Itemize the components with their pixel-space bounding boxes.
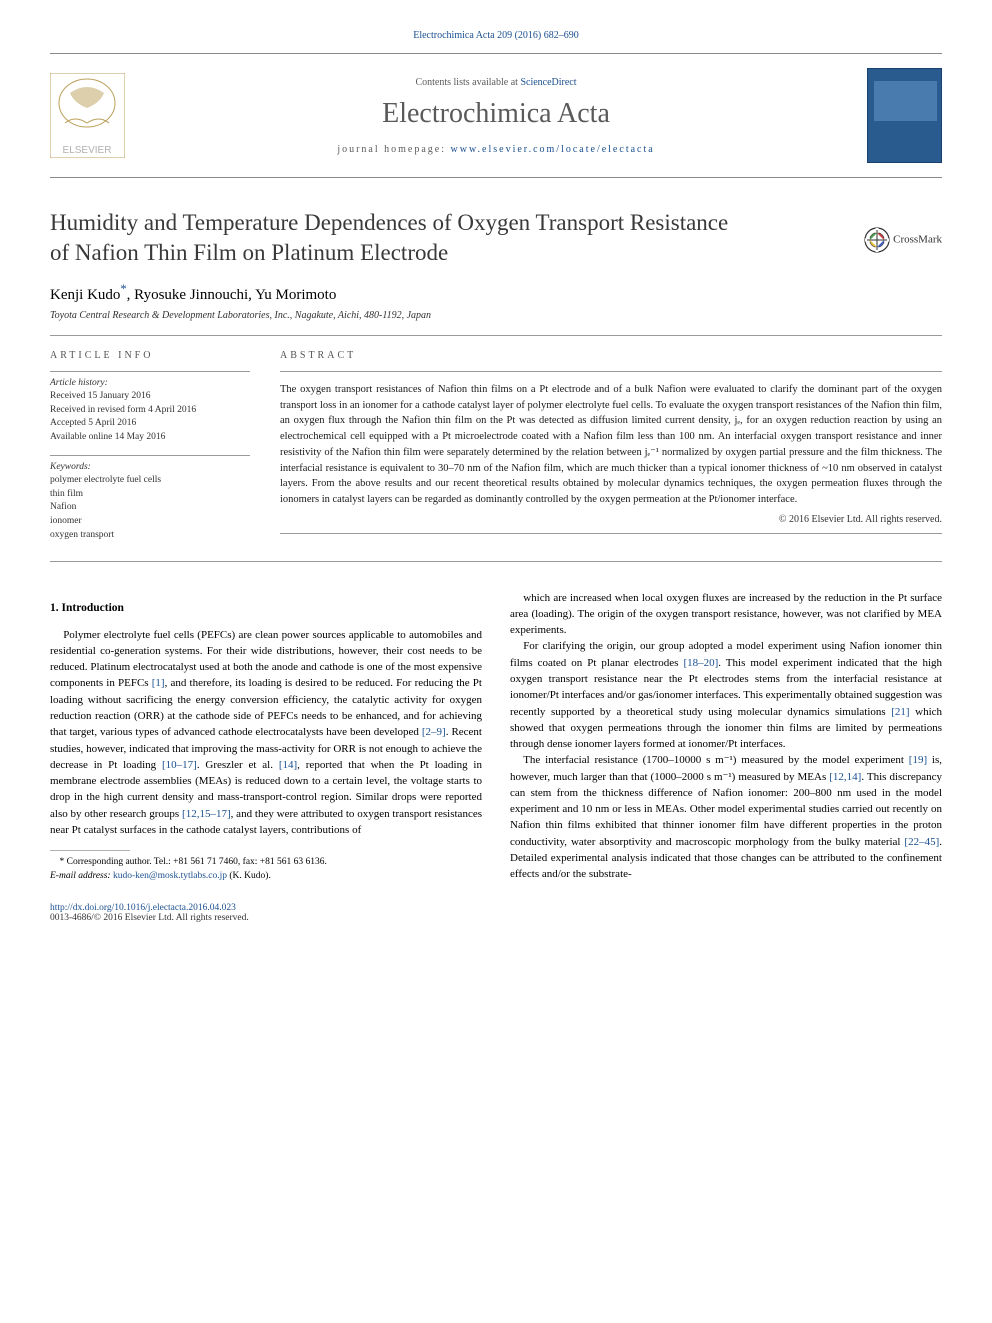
keywords-heading: Keywords: xyxy=(50,462,250,472)
article-info-column: ARTICLE INFO Article history: Received 1… xyxy=(50,350,250,543)
journal-cover-thumbnail xyxy=(867,68,942,163)
journal-title: Electrochimica Acta xyxy=(125,98,867,130)
journal-header: ELSEVIER Contents lists available at Sci… xyxy=(50,53,942,178)
divider xyxy=(280,533,942,534)
corresponding-footnote: * Corresponding author. Tel.: +81 561 71… xyxy=(50,855,482,883)
body-paragraph: The interfacial resistance (1700–10000 s… xyxy=(510,752,942,882)
homepage-prefix: journal homepage: xyxy=(337,144,450,155)
divider xyxy=(280,371,942,372)
body-paragraph: Polymer electrolyte fuel cells (PEFCs) a… xyxy=(50,627,482,838)
affiliation: Toyota Central Research & Development La… xyxy=(50,310,942,321)
divider xyxy=(50,371,250,372)
body-columns: 1. Introduction Polymer electrolyte fuel… xyxy=(50,590,942,884)
article-title: Humidity and Temperature Dependences of … xyxy=(50,208,750,268)
footnote-corr: * Corresponding author. Tel.: +81 561 71… xyxy=(60,857,327,867)
divider xyxy=(50,455,250,456)
elsevier-logo: ELSEVIER xyxy=(50,73,125,158)
sciencedirect-link[interactable]: ScienceDirect xyxy=(520,77,576,88)
divider xyxy=(50,335,942,336)
contents-prefix: Contents lists available at xyxy=(415,77,520,88)
authors-line: Kenji Kudo*, Ryosuke Jinnouchi, Yu Morim… xyxy=(50,282,942,304)
crossmark-icon xyxy=(864,227,890,253)
footnote-email-label: E-mail address: xyxy=(50,871,111,881)
divider xyxy=(50,561,942,562)
page-footer: http://dx.doi.org/10.1016/j.electacta.20… xyxy=(50,903,942,923)
keywords-text: polymer electrolyte fuel cellsthin filmN… xyxy=(50,474,250,543)
homepage-line: journal homepage: www.elsevier.com/locat… xyxy=(125,144,867,155)
citation-link-text[interactable]: Electrochimica Acta 209 (2016) 682–690 xyxy=(413,30,579,41)
header-center: Contents lists available at ScienceDirec… xyxy=(125,77,867,155)
history-text: Received 15 January 2016Received in revi… xyxy=(50,390,250,445)
crossmark-label: CrossMark xyxy=(893,233,942,245)
footnote-separator xyxy=(50,850,130,851)
doi-link[interactable]: http://dx.doi.org/10.1016/j.electacta.20… xyxy=(50,903,236,913)
abstract-copyright: © 2016 Elsevier Ltd. All rights reserved… xyxy=(280,514,942,525)
contents-line: Contents lists available at ScienceDirec… xyxy=(125,77,867,88)
body-paragraph: which are increased when local oxygen fl… xyxy=(510,590,942,639)
issn-copyright: 0013-4686/© 2016 Elsevier Ltd. All right… xyxy=(50,913,942,923)
meta-section: ARTICLE INFO Article history: Received 1… xyxy=(50,350,942,543)
abstract-text: The oxygen transport resistances of Nafi… xyxy=(280,382,942,508)
homepage-link[interactable]: www.elsevier.com/locate/electacta xyxy=(451,144,655,155)
svg-text:ELSEVIER: ELSEVIER xyxy=(63,145,112,156)
abstract-column: ABSTRACT The oxygen transport resistance… xyxy=(280,350,942,543)
abstract-heading: ABSTRACT xyxy=(280,350,942,361)
body-paragraph: For clarifying the origin, our group ado… xyxy=(510,638,942,752)
section-heading: 1. Introduction xyxy=(50,600,482,617)
crossmark-badge[interactable]: CrossMark xyxy=(864,227,942,253)
footnote-email[interactable]: kudo-ken@mosk.tytlabs.co.jp xyxy=(113,871,227,881)
article-info-heading: ARTICLE INFO xyxy=(50,350,250,361)
citation-header: Electrochimica Acta 209 (2016) 682–690 xyxy=(50,30,942,41)
footnote-email-name: (K. Kudo). xyxy=(229,871,270,881)
history-heading: Article history: xyxy=(50,378,250,388)
